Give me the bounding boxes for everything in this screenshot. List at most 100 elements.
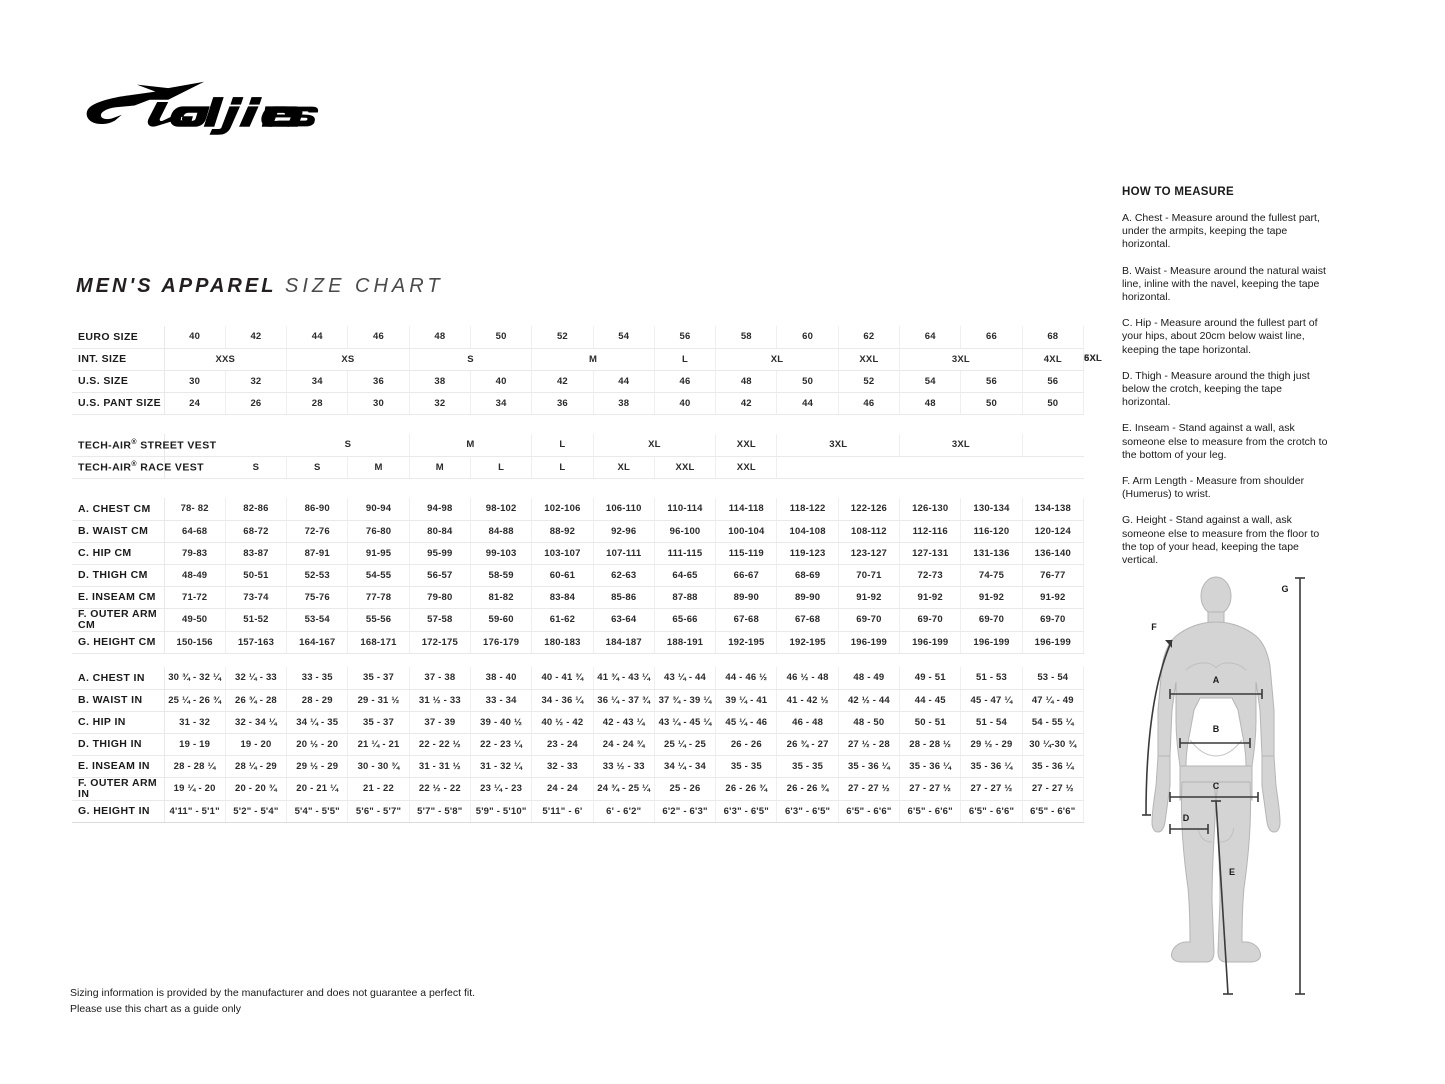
table-cell: 111-115 [654, 542, 717, 565]
table-cell: 41 - 42 ½ [776, 689, 839, 712]
table-cell: 52-53 [286, 564, 349, 587]
row-label: C. HIP CM [72, 542, 165, 565]
table-cell: 114-118 [715, 498, 778, 521]
table-cell: 6' - 6'2" [593, 800, 655, 823]
table-cell: 19 - 19 [164, 733, 226, 756]
table-cell: 89-90 [776, 586, 839, 609]
table-cell: 68-69 [776, 564, 839, 587]
table-cell: 61-62 [531, 608, 594, 632]
table-cell: 26 - 26 ¾ [776, 777, 839, 801]
row-label: U.S. PANT SIZE [72, 392, 165, 415]
table-cell: 82-86 [225, 498, 288, 521]
table-cell: 150-156 [164, 631, 226, 654]
height-measure-line [1295, 577, 1305, 995]
table-cell: 115-119 [715, 542, 778, 565]
table-cell: 65-66 [654, 608, 717, 632]
how-to-measure-item: D. Thigh - Measure around the thigh just… [1122, 369, 1310, 409]
table-row: E. INSEAM IN 28 - 28 ¼ 28 ¼ - 29 29 ½ - 29 3… [72, 755, 1084, 778]
table-spacer-row [72, 478, 1084, 498]
table-cell: 4'11" - 5'1" [164, 800, 226, 823]
table-row: D. THIGH CM 48-49 50-51 52-53 54-55 56-57 58-5… [72, 564, 1084, 587]
table-cell: 79-83 [164, 542, 226, 565]
table-cell: 22 ½ - 22 [409, 777, 471, 801]
table-cell: 74-75 [960, 564, 1023, 587]
table-cell: 22 - 23 ¼ [470, 733, 533, 756]
table-row: C. HIP CM 79-83 83-87 87-91 91-95 95-99 99-103… [72, 542, 1084, 565]
table-cell: 56 [654, 326, 717, 349]
table-cell: 52 [838, 370, 901, 393]
table-cell: 6'5" - 6'6" [960, 800, 1023, 823]
table-cell: 71-72 [164, 586, 226, 609]
table-cell: M [531, 348, 655, 371]
table-cell: S [286, 456, 349, 479]
table-cell: 60 [776, 326, 839, 349]
row-label: INT. SIZE [72, 348, 165, 371]
table-cell: 33 - 34 [470, 689, 533, 712]
table-cell: 6'3" - 6'5" [715, 800, 778, 823]
spacer-cell [72, 414, 1083, 434]
table-cell: 157-163 [225, 631, 288, 654]
table-cell: 30 [164, 370, 226, 393]
page-title-light: SIZE CHART [285, 275, 444, 297]
table-cell: 3XL [899, 434, 1023, 457]
table-cell: 63-64 [593, 608, 655, 632]
table-cell: 49-50 [164, 608, 226, 632]
table-cell: 32 - 34 ¼ [225, 711, 288, 734]
table-cell: 23 ¼ - 23 [470, 777, 533, 801]
table-cell: 32 ¼ - 33 [225, 667, 288, 690]
table-cell [164, 456, 226, 479]
table-cell: 123-127 [838, 542, 901, 565]
table-cell: 44 - 45 [899, 689, 962, 712]
table-cell: 23 - 24 [531, 733, 594, 756]
table-cell: 102-106 [531, 498, 594, 521]
table-cell: 19 ¼ - 20 [164, 777, 226, 801]
arm-length-measure-line [1142, 639, 1173, 816]
table-row: G. HEIGHT CM 150-156 157-163 164-167 168-171… [72, 631, 1084, 654]
page-title-strong: MEN'S APPAREL [76, 275, 277, 297]
table-cell: 76-77 [1022, 564, 1084, 587]
table-cell: 21 - 22 [347, 777, 410, 801]
row-label: TECH-AIR® RACE VEST [72, 456, 204, 479]
table-cell: 34 - 36 ¼ [531, 689, 594, 712]
table-cell: 119-123 [776, 542, 839, 565]
table-cell: 60-61 [531, 564, 594, 587]
row-label: B. WAIST IN [72, 689, 165, 712]
table-cell: 112-116 [899, 520, 962, 543]
size-chart-table: EURO SIZE 40 42 44 46 48 50 52 54 56 58 60 62 64 66 68 I… [72, 326, 1102, 823]
table-cell: 5'2" - 5'4" [225, 800, 288, 823]
table-cell: 19 - 20 [225, 733, 288, 756]
table-cell: 84-88 [470, 520, 533, 543]
table-cell: 44 [776, 392, 839, 415]
table-cell: 5'7" - 5'8" [409, 800, 471, 823]
table-cell: 50 [776, 370, 839, 393]
table-cell: M [409, 434, 533, 457]
table-cell: XXL [654, 456, 717, 479]
table-cell: 25 ¼ - 26 ¾ [164, 689, 226, 712]
table-cell: 184-187 [593, 631, 655, 654]
table-cell: M [347, 456, 410, 479]
figure-label-e: E [1229, 867, 1235, 877]
table-cell: 130-134 [960, 498, 1023, 521]
how-to-measure-panel: HOW TO MEASURE A. Chest - Measure around… [1122, 186, 1332, 580]
table-spacer-row [72, 414, 1084, 434]
table-cell: 104-108 [776, 520, 839, 543]
table-cell: 45 - 47 ¼ [960, 689, 1023, 712]
table-cell: 98-102 [470, 498, 533, 521]
table-cell: 40 ½ - 42 [531, 711, 594, 734]
table-cell: 31 - 31 ½ [409, 755, 471, 778]
table-cell: 131-136 [960, 542, 1023, 565]
table-cell: 31 ½ - 33 [409, 689, 471, 712]
table-cell: 62-63 [593, 564, 655, 587]
table-cell: 40 [470, 370, 533, 393]
table-row: G. HEIGHT IN 4'11" - 5'1" 5'2" - 5'4" 5'4" … [72, 800, 1084, 823]
table-cell: 96-100 [654, 520, 717, 543]
table-cell: 77-78 [347, 586, 410, 609]
table-cell: 28 - 28 ¼ [164, 755, 226, 778]
table-cell: 53 - 54 [1022, 667, 1084, 690]
table-cell: 50-51 [225, 564, 288, 587]
table-cell: 196-199 [899, 631, 962, 654]
table-cell: 55-56 [347, 608, 410, 632]
table-cell: 33 - 35 [286, 667, 349, 690]
table-cell: 164-167 [286, 631, 349, 654]
table-cell: 48 - 49 [838, 667, 901, 690]
